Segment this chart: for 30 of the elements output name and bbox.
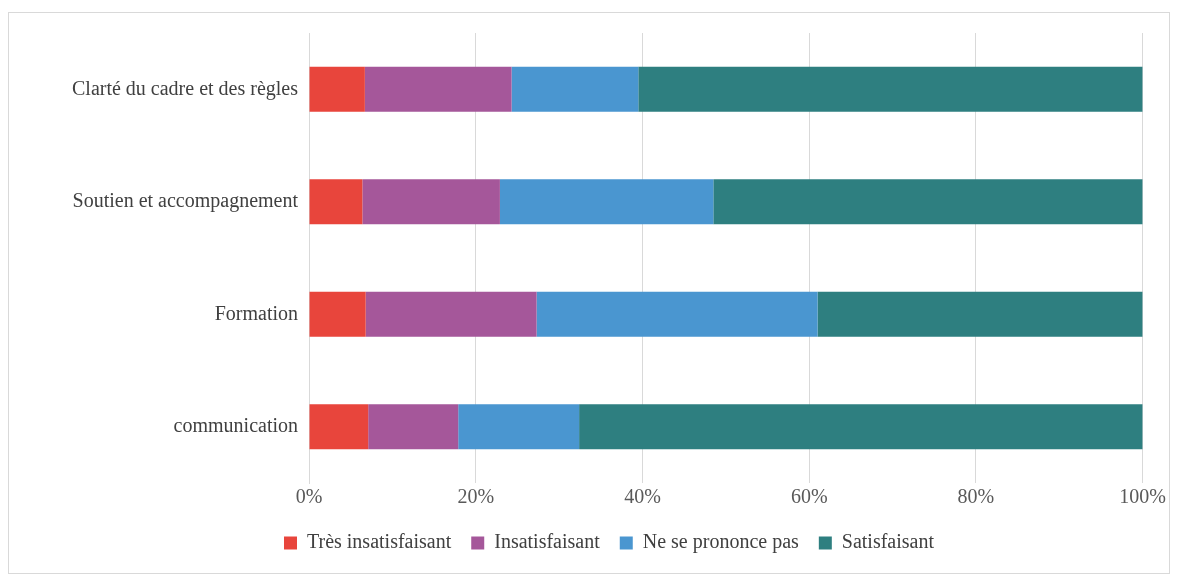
x-tick-label: 0%	[295, 485, 323, 508]
bar	[713, 179, 1143, 225]
legend-label: Satisfaisant	[841, 530, 935, 553]
bar	[458, 404, 580, 450]
legend-label: Ne se prononce pas	[642, 530, 800, 554]
y-tick-label: Formation	[214, 301, 299, 324]
bar	[499, 179, 714, 225]
bar	[511, 66, 639, 112]
bar	[536, 291, 818, 337]
x-tick-label: 20%	[457, 485, 495, 508]
x-tick-label: 100%	[1119, 485, 1167, 508]
y-tick-label: communication	[173, 414, 299, 436]
bar	[309, 66, 365, 112]
legend-label: Insatisfaisant	[494, 530, 601, 553]
bar	[638, 66, 1143, 112]
bar	[365, 291, 537, 337]
y-tick-label: Soutien et accompagnement	[72, 189, 299, 212]
legend-label: Très insatisfaisant	[306, 530, 452, 553]
bar	[364, 66, 512, 112]
bar	[309, 291, 366, 337]
x-tick-label: 60%	[790, 485, 828, 508]
bar	[817, 291, 1143, 337]
x-tick-label: 40%	[624, 485, 661, 508]
bar	[579, 404, 1143, 450]
bar	[309, 404, 369, 450]
bar	[309, 179, 363, 225]
y-tick-label: Clarté du cadre et des règles	[71, 76, 299, 100]
bar	[362, 179, 500, 225]
bar	[368, 404, 459, 450]
x-tick-label: 80%	[957, 485, 995, 508]
